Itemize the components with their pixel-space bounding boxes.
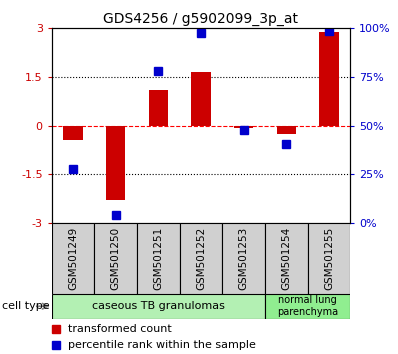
Bar	[137, 223, 179, 294]
Text: GSM501254: GSM501254	[281, 227, 291, 290]
Bar	[149, 90, 168, 126]
Bar	[191, 72, 211, 126]
Bar	[52, 294, 265, 319]
Bar	[308, 223, 350, 294]
Text: GSM501249: GSM501249	[68, 227, 78, 290]
Text: transformed count: transformed count	[68, 324, 172, 333]
Text: percentile rank within the sample: percentile rank within the sample	[68, 340, 256, 350]
Bar	[52, 223, 94, 294]
Text: GSM501252: GSM501252	[196, 227, 206, 290]
Text: normal lung
parenchyma: normal lung parenchyma	[277, 295, 338, 317]
Bar	[94, 223, 137, 294]
Text: GSM501255: GSM501255	[324, 227, 334, 290]
Bar	[265, 223, 308, 294]
Bar	[222, 223, 265, 294]
Text: cell type: cell type	[2, 301, 50, 311]
Text: GSM501253: GSM501253	[239, 227, 249, 290]
Bar	[319, 32, 339, 126]
Text: caseous TB granulomas: caseous TB granulomas	[92, 301, 225, 311]
Title: GDS4256 / g5902099_3p_at: GDS4256 / g5902099_3p_at	[103, 12, 298, 26]
Text: GSM501250: GSM501250	[111, 227, 121, 290]
Bar	[179, 223, 222, 294]
Bar	[277, 126, 296, 134]
Text: GSM501251: GSM501251	[153, 227, 163, 290]
Bar	[234, 126, 253, 128]
Bar	[265, 294, 350, 319]
Bar	[106, 126, 125, 200]
Bar	[63, 126, 83, 140]
